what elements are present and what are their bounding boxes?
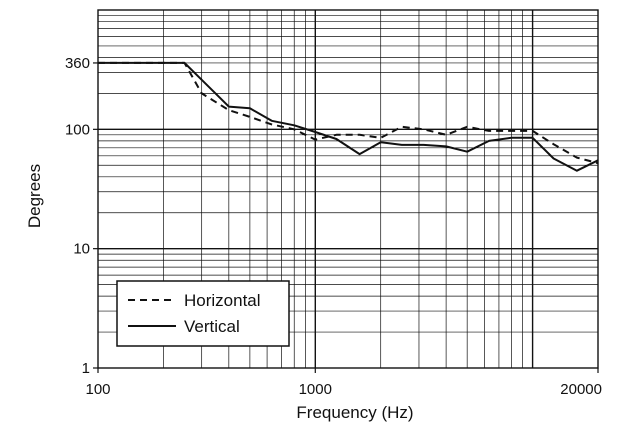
- grid: [98, 10, 598, 368]
- y-tick-label: 1: [82, 360, 90, 377]
- series-line-horizontal: [98, 61, 599, 165]
- tick-labels: 100 1000 20000 1 10 100 360: [65, 55, 602, 398]
- series-layer: [98, 61, 599, 172]
- y-tick-label: 360: [65, 55, 90, 72]
- x-tick-label: 1000: [299, 381, 332, 398]
- x-tick-label: 100: [85, 381, 110, 398]
- legend-box: [116, 280, 290, 347]
- y-tick-label: 100: [65, 121, 90, 138]
- y-axis-title: Degrees: [25, 164, 44, 228]
- series-line-vertical: [98, 61, 599, 172]
- x-axis-title: Frequency (Hz): [296, 403, 413, 422]
- x-tick-label: 20000: [560, 381, 602, 398]
- legend-label-horizontal: Horizontal: [184, 291, 261, 310]
- legend-label-vertical: Vertical: [184, 317, 240, 336]
- plot-frame: [97, 9, 599, 369]
- legend: Horizontal Vertical: [116, 280, 290, 347]
- y-tick-label: 10: [73, 241, 90, 258]
